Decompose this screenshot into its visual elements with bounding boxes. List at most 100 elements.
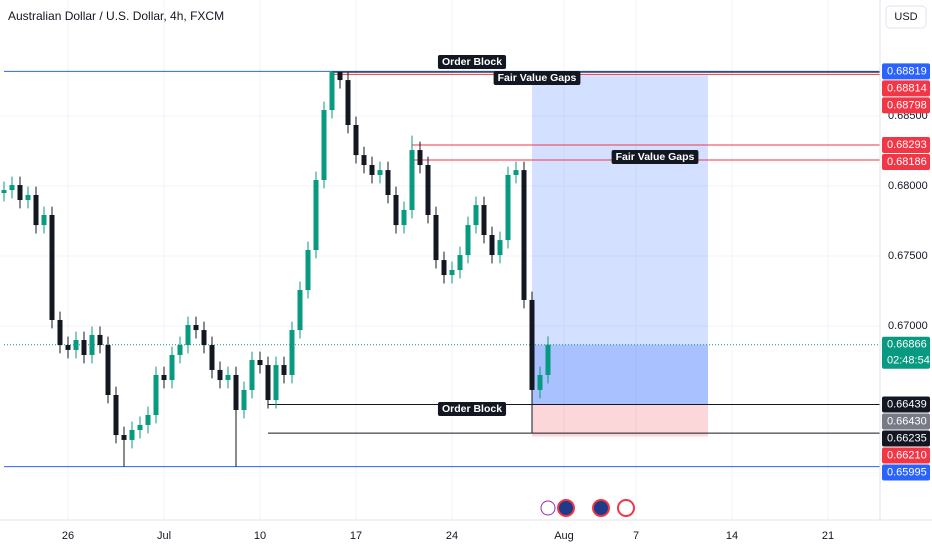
event-icon[interactable] (557, 499, 575, 517)
y-tick-label: 0.67500 (888, 250, 928, 262)
candle-body (145, 415, 151, 425)
candle-body (217, 369, 223, 381)
candle-body (505, 174, 511, 241)
candle-body (129, 429, 135, 440)
candle-body (321, 110, 327, 181)
x-tick-label: 10 (254, 530, 266, 542)
candle-body (401, 209, 407, 226)
candle-body (81, 339, 87, 355)
candle-body (281, 365, 287, 375)
candle-body (297, 290, 303, 331)
price-label-box (882, 97, 930, 114)
candle-body (409, 150, 415, 210)
candle-body (265, 365, 271, 401)
candle-body (177, 345, 183, 355)
price-label: 0.66439 (887, 398, 927, 410)
annotation-box (437, 55, 507, 69)
price-label: 0.68814 (887, 82, 927, 94)
candle-body (473, 205, 479, 226)
candle-body (489, 235, 495, 256)
price-label: 0.66235 (887, 432, 927, 444)
candle-body (105, 345, 111, 396)
x-tick-label: 14 (726, 530, 738, 542)
candle-body (545, 344, 551, 375)
candle-body (273, 365, 279, 401)
currency-button[interactable] (885, 5, 927, 29)
price-label-box (882, 80, 930, 97)
stop-zone (532, 404, 708, 437)
candle-body (353, 124, 359, 156)
candle-body (257, 360, 263, 366)
price-label-box (882, 154, 930, 171)
price-label: 0.68186 (887, 156, 927, 168)
candle-body (369, 165, 375, 175)
candle-body (249, 360, 255, 390)
candle-body (529, 299, 535, 390)
candle-body (361, 155, 367, 166)
candle-body (225, 374, 231, 381)
candle-body (465, 225, 471, 256)
candle-body (137, 424, 143, 430)
price-label-box (882, 430, 930, 447)
price-label-box (882, 447, 930, 464)
y-tick-label: 0.67000 (888, 320, 928, 332)
candle-body (513, 170, 519, 175)
countdown: 02:48:54 (887, 355, 930, 367)
currency[interactable]: USD (894, 11, 917, 23)
event-icon[interactable] (617, 499, 635, 517)
candle-body (433, 214, 439, 261)
candle-body (41, 214, 47, 226)
candle-body (329, 72, 335, 111)
candle-body (289, 330, 295, 375)
candle-body (425, 165, 431, 215)
candle-body (537, 374, 543, 390)
event-icon[interactable] (540, 500, 556, 516)
candle-body (57, 319, 63, 346)
candle-body (1, 190, 7, 194)
x-tick-label: 21 (822, 530, 834, 542)
open-profit (532, 344, 708, 405)
candle-body (153, 374, 159, 416)
candle-body (377, 170, 383, 175)
price-label: 0.68293 (887, 139, 927, 151)
price-label-box (882, 396, 930, 413)
price-label: 0.66866 (887, 339, 927, 351)
candle-body (113, 395, 119, 436)
candle-body (497, 240, 503, 256)
candle-body (97, 334, 103, 346)
annotation-box (611, 150, 699, 164)
candle-body (169, 354, 175, 381)
candle-body (417, 150, 423, 166)
x-tick-label: 24 (446, 530, 458, 542)
target-zone (532, 74, 708, 405)
candle-body (49, 214, 55, 320)
candle-body (313, 180, 319, 250)
x-tick-label: 17 (350, 530, 362, 542)
annotation: Order Block (442, 403, 502, 415)
candle-body (17, 185, 23, 201)
price-label-box (882, 63, 930, 80)
x-tick-label: 26 (62, 530, 74, 542)
candle-body (161, 374, 167, 381)
candle-body (449, 270, 455, 276)
annotation: Fair Value Gaps (616, 151, 695, 163)
price-label: 0.68798 (887, 99, 927, 111)
price-label-box (882, 137, 930, 154)
y-tick-label: 0.68000 (888, 180, 928, 192)
candle-body (65, 345, 71, 350)
annotation: Fair Value Gaps (498, 72, 577, 84)
candle-body (33, 194, 39, 226)
chart-title: Australian Dollar / U.S. Dollar, 4h, FXC… (8, 9, 224, 23)
event-icon[interactable] (592, 499, 610, 517)
candle-body (73, 339, 79, 350)
annotation-box (493, 71, 581, 85)
candle-body (193, 325, 199, 331)
candle-body (25, 194, 31, 201)
candle-body (121, 435, 127, 440)
candle-body (345, 80, 351, 125)
price-label-box (882, 336, 930, 369)
candle-body (305, 249, 311, 291)
candle-body (441, 260, 447, 276)
